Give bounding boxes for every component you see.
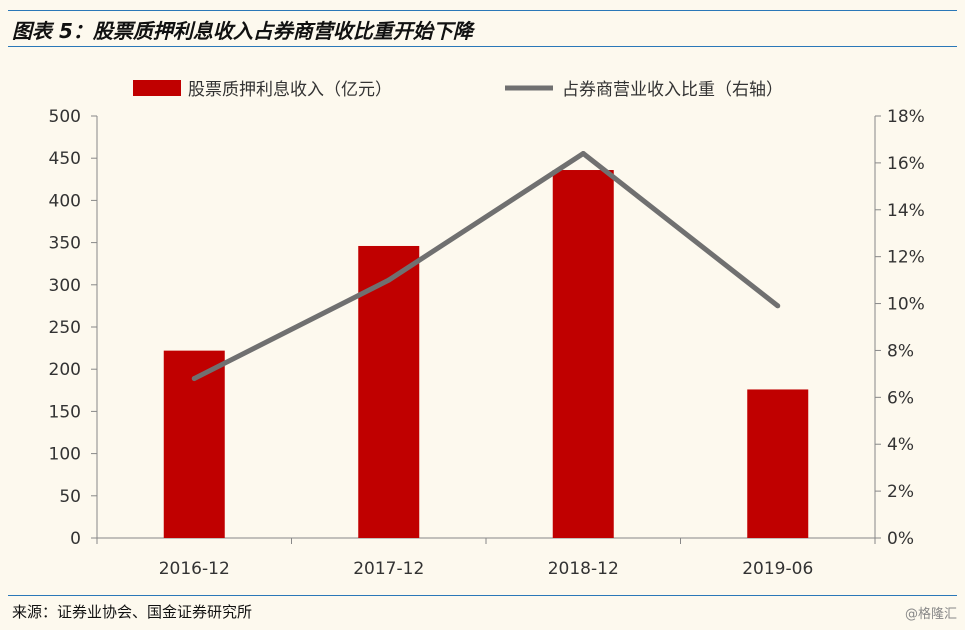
right-tick-label: 16% <box>887 154 925 174</box>
line-point <box>580 151 586 157</box>
line-point <box>775 303 781 309</box>
left-tick-label: 350 <box>49 234 81 254</box>
left-tick-label: 0 <box>70 529 81 549</box>
series-line <box>193 151 780 381</box>
x-tick-label: 2016-12 <box>159 559 230 579</box>
combo-chart: 股票质押利息收入（亿元） 占券商营业收入比重（右轴） 2016-12 2017-1… <box>49 80 925 579</box>
line-series <box>191 151 781 382</box>
left-tick-label: 500 <box>49 107 81 127</box>
right-tick-label: 10% <box>887 295 925 315</box>
left-tick-label: 200 <box>49 360 81 380</box>
bar <box>163 350 225 538</box>
legend: 股票质押利息收入（亿元） 占券商营业收入比重（右轴） <box>133 80 783 100</box>
left-tick-label: 50 <box>59 487 81 507</box>
bar-series <box>163 170 809 539</box>
axes <box>91 115 881 544</box>
top-rule <box>8 10 957 11</box>
right-tick-label: 12% <box>887 248 925 268</box>
bar <box>552 170 614 539</box>
x-axis-labels: 2016-12 2017-12 2018-12 2019-06 <box>159 559 814 579</box>
right-tick-label: 6% <box>887 388 914 408</box>
watermark: @格隆汇 <box>904 607 957 622</box>
source-note: 来源：证券业协会、国金证券研究所 <box>12 603 253 621</box>
x-tick-label: 2019-06 <box>742 559 813 579</box>
legend-line-label: 占券商营业收入比重（右轴） <box>562 80 783 100</box>
right-axis-labels: 0% 2% 4% 6% 8% 10% 12% 14% 16% 18% <box>887 107 925 549</box>
right-tick-label: 4% <box>887 435 914 455</box>
left-tick-label: 250 <box>49 318 81 338</box>
right-tick-label: 0% <box>887 529 914 549</box>
left-tick-label: 300 <box>49 276 81 296</box>
left-tick-label: 400 <box>49 191 81 211</box>
bottom-rule <box>8 595 957 596</box>
bar <box>747 389 809 538</box>
right-tick-label: 14% <box>887 201 925 221</box>
bar <box>358 245 420 538</box>
line-point <box>386 277 392 283</box>
x-tick-label: 2017-12 <box>353 559 424 579</box>
left-tick-label: 150 <box>49 402 81 422</box>
left-tick-label: 100 <box>49 445 81 465</box>
legend-bar-swatch <box>133 80 181 96</box>
figure-title: 图表 5：股票质押利息收入占券商营收比重开始下降 <box>12 19 473 43</box>
right-tick-label: 2% <box>887 482 914 502</box>
left-axis-labels: 0 50 100 150 200 250 300 350 400 450 500 <box>49 107 81 549</box>
right-tick-label: 18% <box>887 107 925 127</box>
line-point <box>191 376 197 382</box>
left-tick-label: 450 <box>49 149 81 169</box>
legend-bar-label: 股票质押利息收入（亿元） <box>188 80 392 100</box>
right-tick-label: 8% <box>887 341 914 361</box>
title-rule <box>8 46 957 47</box>
x-tick-label: 2018-12 <box>548 559 619 579</box>
